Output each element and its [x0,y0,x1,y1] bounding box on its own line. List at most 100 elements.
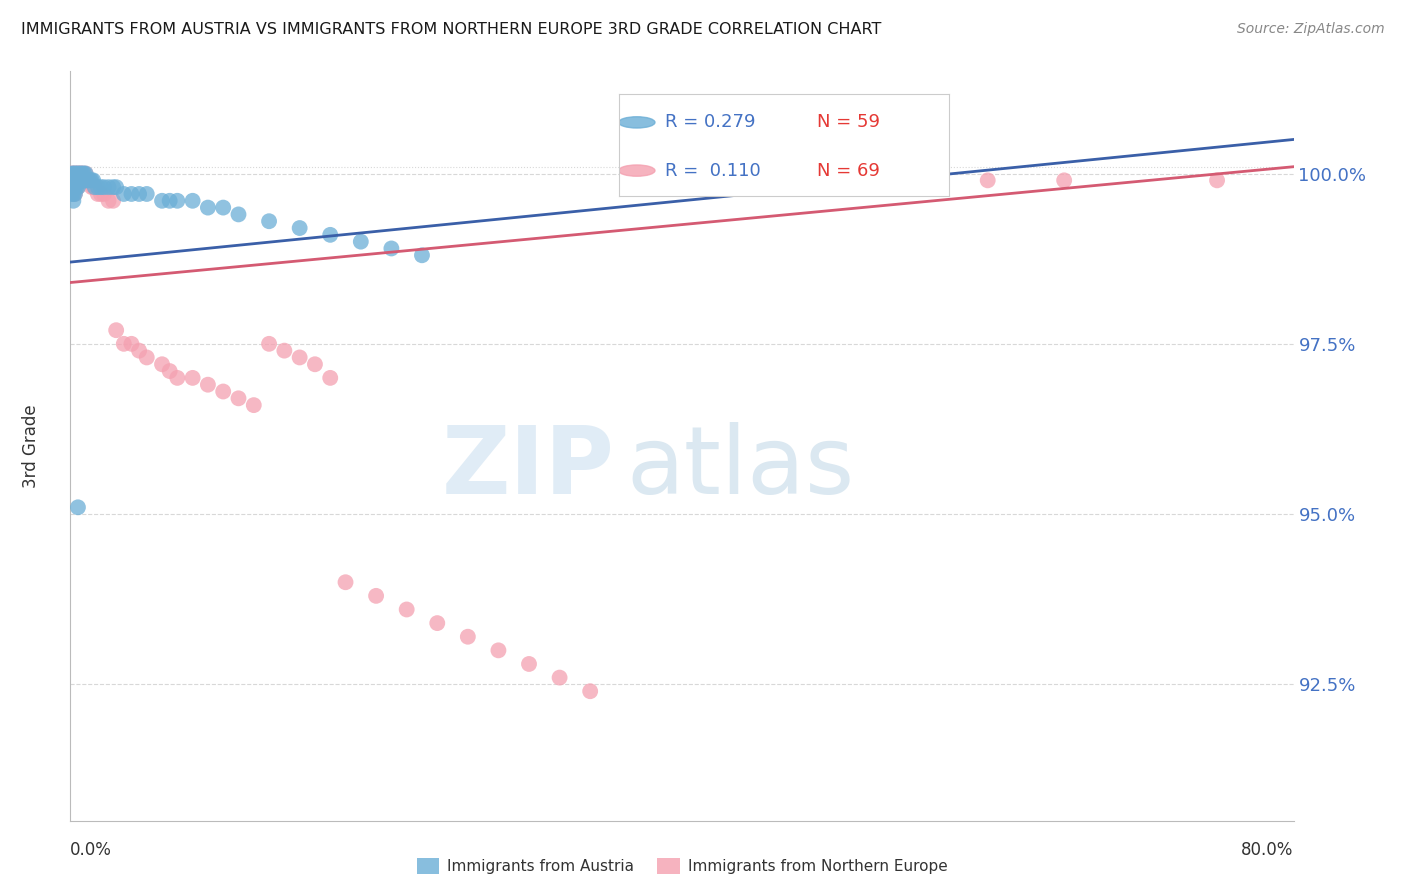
Point [65,180,87,194]
Point [65,180,87,194]
Point [63,180,86,194]
Point [105,180,128,194]
Point [257,214,280,228]
Point [212,384,235,399]
Point [395,602,418,616]
Point [60,173,83,187]
Point [90,180,112,194]
Point [197,201,219,215]
Point [243,398,266,412]
Point [366,589,388,603]
Point [79,173,101,187]
Point [181,371,204,385]
Point [83,180,105,194]
Point [65,167,87,181]
Point [66,500,89,515]
Point [101,180,124,194]
Point [181,194,204,208]
Point [304,357,326,371]
Legend: Immigrants from Austria, Immigrants from Northern Europe: Immigrants from Austria, Immigrants from… [411,852,953,880]
Text: IMMIGRANTS FROM AUSTRIA VS IMMIGRANTS FROM NORTHERN EUROPE 3RD GRADE CORRELATION: IMMIGRANTS FROM AUSTRIA VS IMMIGRANTS FR… [21,22,882,37]
Point [63,167,86,181]
Point [62,173,84,187]
Point [60,173,83,187]
Point [90,186,112,201]
Point [75,173,97,187]
Point [900,173,922,187]
Point [548,671,571,685]
Point [426,616,449,631]
Point [60,180,83,194]
Point [72,167,94,181]
Point [63,167,86,181]
Point [75,173,97,187]
Point [70,173,93,187]
Point [75,167,97,181]
Point [1206,173,1229,187]
Point [75,167,97,181]
Point [62,173,84,187]
Point [76,173,98,187]
Point [76,173,98,187]
Point [457,630,479,644]
Point [288,221,311,235]
Point [62,167,84,181]
Point [288,351,311,365]
Point [60,167,83,181]
Point [128,343,150,358]
Point [69,173,91,187]
Point [121,186,143,201]
Point [63,186,86,201]
Point [257,336,280,351]
Point [62,167,84,181]
Point [60,180,83,194]
Circle shape [619,165,655,177]
Point [60,167,83,181]
Point [79,173,101,187]
Text: N = 69: N = 69 [817,161,880,179]
Point [350,235,373,249]
Point [66,180,89,194]
Point [319,227,342,242]
Point [150,357,173,371]
Point [70,173,93,187]
Point [488,643,510,657]
Point [97,180,120,194]
Point [62,180,84,194]
Point [63,186,86,201]
Point [517,657,540,671]
Text: Source: ZipAtlas.com: Source: ZipAtlas.com [1237,22,1385,37]
Point [97,194,120,208]
Point [128,186,150,201]
Point [73,173,96,187]
Point [65,167,87,181]
Point [73,173,96,187]
Point [66,173,89,187]
Point [135,186,157,201]
Point [273,343,295,358]
Point [112,186,135,201]
Point [83,180,105,194]
Point [62,186,84,201]
Point [62,194,84,208]
Point [82,180,104,194]
Point [77,173,100,187]
Point [72,173,94,187]
Point [197,377,219,392]
Point [65,173,87,187]
Point [60,186,83,201]
Point [65,173,87,187]
Point [93,180,115,194]
Point [69,167,91,181]
Point [228,207,250,221]
Point [212,201,235,215]
Point [73,167,96,181]
Point [72,173,94,187]
Text: atlas: atlas [627,423,855,515]
Point [87,180,110,194]
Point [87,186,110,201]
Point [62,186,84,201]
Point [80,180,103,194]
Point [63,173,86,187]
Point [72,167,94,181]
